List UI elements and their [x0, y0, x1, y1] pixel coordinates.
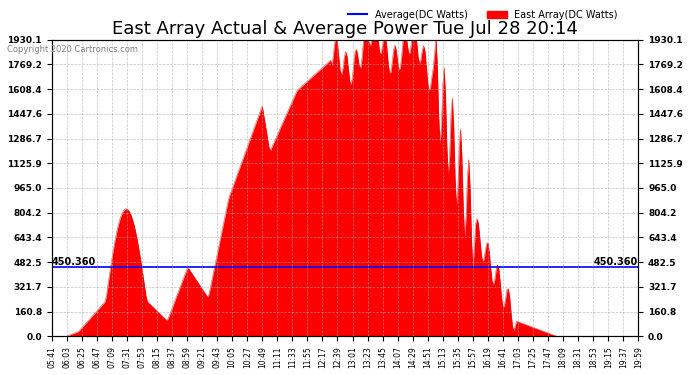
Text: Copyright 2020 Cartronics.com: Copyright 2020 Cartronics.com [7, 45, 138, 54]
Legend: Average(DC Watts), East Array(DC Watts): Average(DC Watts), East Array(DC Watts) [344, 6, 622, 24]
Text: 450.360: 450.360 [594, 257, 638, 267]
Text: 450.360: 450.360 [52, 257, 96, 267]
Title: East Array Actual & Average Power Tue Jul 28 20:14: East Array Actual & Average Power Tue Ju… [112, 20, 578, 38]
